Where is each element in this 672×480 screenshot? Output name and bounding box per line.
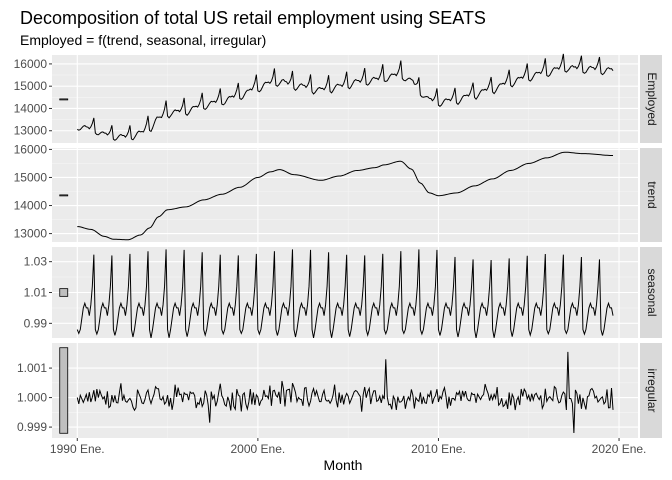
series-line-trend xyxy=(77,151,614,241)
panel-background xyxy=(52,343,638,438)
y-tick-label: 1.03 xyxy=(24,255,48,269)
y-tick-label: 13000 xyxy=(14,124,48,138)
panel-trend: 13000 14000 15000 16000 trend xyxy=(14,142,662,242)
y-tick-label: 13000 xyxy=(14,227,48,241)
x-axis-title: Month xyxy=(324,457,363,473)
facet-strip-label: irregular xyxy=(645,368,659,412)
x-tick-label: 2010 Ene. xyxy=(411,442,466,456)
y-tick-label: 15000 xyxy=(14,79,48,93)
y-tick-label: 16000 xyxy=(14,142,48,156)
scale-bar xyxy=(59,98,69,101)
x-tick-label: 1990 Ene. xyxy=(50,442,105,456)
facet-strip-label: Employed xyxy=(645,72,659,125)
facet-strip xyxy=(640,55,662,143)
series-line-employed xyxy=(77,53,614,141)
panel-background xyxy=(52,55,638,143)
series-line-seasonal xyxy=(76,249,614,339)
chart-title: Decomposition of total US retail employm… xyxy=(20,8,486,28)
x-tick-label: 2000 Ene. xyxy=(231,442,286,456)
scale-bar xyxy=(59,288,69,297)
y-tick-label: 1.001 xyxy=(17,361,47,375)
y-tick-label: 16000 xyxy=(14,57,48,71)
scale-bar xyxy=(59,194,69,197)
facet-strip-label: seasonal xyxy=(645,268,659,316)
series-line-irregular xyxy=(76,351,614,434)
y-tick-label: 15000 xyxy=(14,170,48,184)
scale-bar xyxy=(59,347,69,434)
facet-strip xyxy=(640,148,662,242)
facet-strip xyxy=(640,343,662,438)
facet-strip-label: trend xyxy=(645,181,659,208)
y-tick-label: 14000 xyxy=(14,101,48,115)
facet-strip xyxy=(640,247,662,338)
panel-background xyxy=(52,148,638,242)
x-axis: 1990 Ene. 2000 Ene. 2010 Ene. 2020 Ene. xyxy=(50,438,646,456)
y-tick-label: 0.999 xyxy=(17,420,47,434)
y-tick-label: 1.000 xyxy=(17,391,47,405)
y-tick-label: 1.01 xyxy=(24,286,48,300)
facet-panels: 13000 14000 15000 16000 Employed 13000 14000 15… xyxy=(14,53,662,438)
panel-irregular: 0.999 1.000 1.001 irregular xyxy=(17,343,662,438)
panel-seasonal: 0.99 1.01 1.03 seasonal xyxy=(24,247,662,339)
x-tick-label: 2020 Ene. xyxy=(592,442,647,456)
y-tick-label: 0.99 xyxy=(24,316,48,330)
panel-employed: 13000 14000 15000 16000 Employed xyxy=(14,53,662,143)
chart-subtitle: Employed = f(trend, seasonal, irregular) xyxy=(20,32,266,48)
y-tick-label: 14000 xyxy=(14,199,48,213)
